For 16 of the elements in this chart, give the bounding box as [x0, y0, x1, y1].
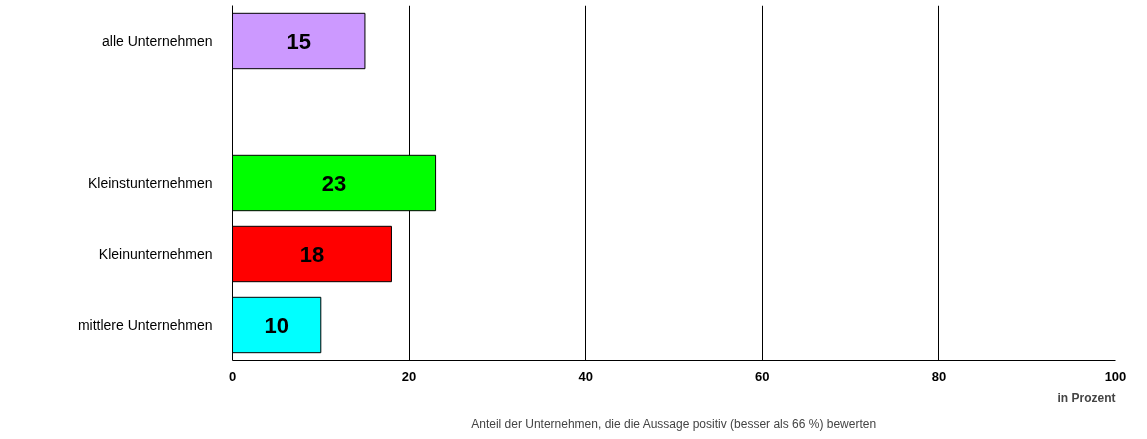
x-axis-title: in Prozent: [1057, 390, 1116, 405]
x-tick-label: 80: [931, 368, 947, 384]
x-tick-label: 40: [578, 368, 593, 384]
data-label: 10: [264, 312, 289, 338]
y-tick-label: mittlere Unternehmen: [77, 317, 213, 333]
y-tick-label: alle Unternehmen: [101, 33, 213, 49]
y-tick-label: Kleinunternehmen: [98, 246, 213, 262]
x-tick-label: 20: [401, 368, 417, 384]
y-tick-label: Kleinstunternehmen: [87, 175, 213, 191]
data-label: 18: [299, 241, 325, 267]
data-label: 15: [286, 28, 311, 54]
data-label: 23: [321, 170, 347, 196]
x-tick-label: 0: [228, 368, 237, 384]
x-tick-label: 60: [755, 368, 770, 384]
text: Anteil der Unternehmen, die die Aussage positiv (besser als 66 %) bewerten: [471, 416, 877, 431]
x-tick-label: 100: [1104, 368, 1127, 384]
